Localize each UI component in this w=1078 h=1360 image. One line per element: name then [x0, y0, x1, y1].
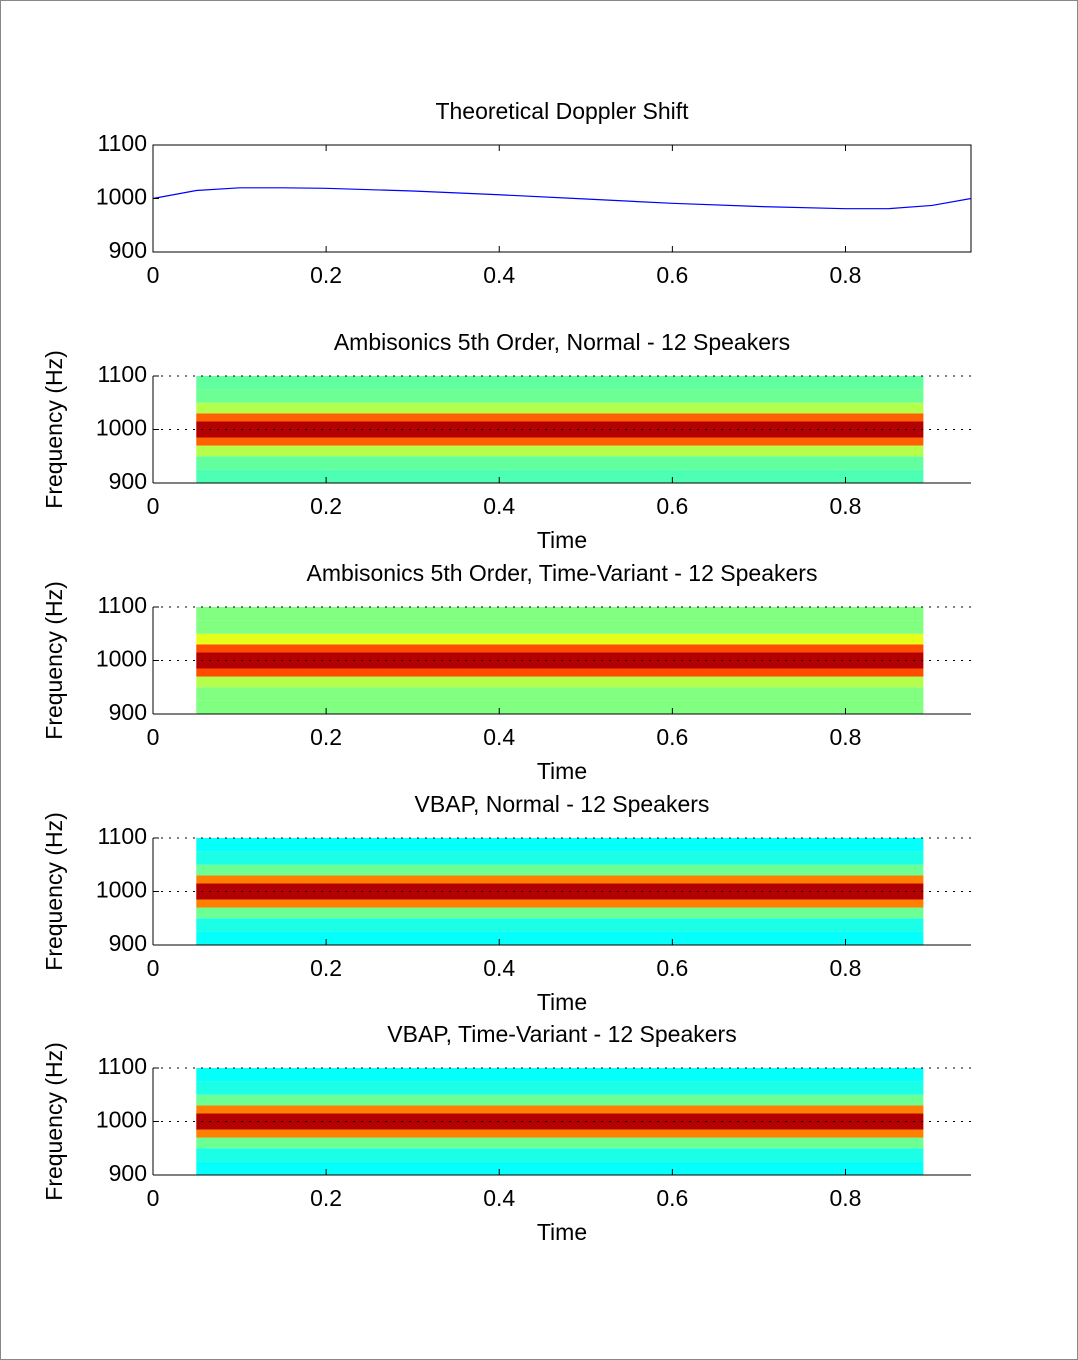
x-tick-label: 0.6: [656, 262, 688, 288]
x-tick-label: 0.2: [310, 724, 342, 750]
spectrogram-cell: [196, 1068, 924, 1082]
spectrogram-cell: [196, 838, 924, 852]
y-tick-label: 1100: [98, 823, 147, 849]
x-tick-label: 0: [147, 493, 160, 519]
chart-title: VBAP, Normal - 12 Speakers: [415, 791, 710, 817]
spectrogram-cell: [196, 469, 924, 483]
y-tick-label: 1100: [98, 1053, 147, 1079]
line-series: [152, 187, 972, 210]
spectrogram-cell: [196, 413, 924, 422]
x-tick-label: 0.2: [310, 1185, 342, 1211]
spectrogram-cell: [196, 1129, 924, 1138]
y-tick-label: 900: [109, 930, 147, 956]
x-tick-label: 0.6: [656, 493, 688, 519]
spectrogram-cell: [196, 652, 924, 669]
spectrogram-cell: [196, 437, 924, 446]
spectrogram-cell: [196, 1081, 924, 1095]
x-tick-label: 0.2: [310, 262, 342, 288]
spectrogram-cell: [196, 899, 924, 908]
x-tick-label: 0.4: [483, 1185, 515, 1211]
spectrogram-cell: [196, 607, 924, 621]
y-tick-label: 1000: [96, 877, 147, 903]
spectrogram-cell: [196, 907, 924, 919]
y-tick-label: 1000: [96, 184, 147, 210]
y-axis-label: Frequency (Hz): [41, 350, 67, 508]
spectrogram-cell: [196, 851, 924, 865]
x-tick-label: 0.2: [310, 955, 342, 981]
spectrogram-cell: [196, 931, 924, 945]
spectrogram-cell: [196, 389, 924, 403]
spectrogram-cell: [196, 918, 924, 932]
spectrogram-cell: [196, 456, 924, 470]
y-tick-label: 1000: [96, 646, 147, 672]
x-tick-label: 0.4: [483, 262, 515, 288]
spectrogram-cell: [196, 687, 924, 701]
x-tick-label: 0.8: [829, 493, 861, 519]
spectrogram-cell: [196, 402, 924, 414]
spectrogram-cell: [196, 1161, 924, 1175]
y-tick-label: 1000: [96, 1107, 147, 1133]
spectrogram-cell: [196, 421, 924, 438]
spectrogram-cell: [196, 376, 924, 390]
x-tick-label: 0.6: [656, 955, 688, 981]
x-tick-label: 0.6: [656, 1185, 688, 1211]
x-tick-label: 0.8: [829, 724, 861, 750]
spectrogram-cell: [196, 875, 924, 884]
x-tick-label: 0.4: [483, 955, 515, 981]
y-tick-label: 900: [109, 1160, 147, 1186]
spectrogram-cell: [196, 676, 924, 688]
y-axis-label: Frequency (Hz): [41, 812, 67, 970]
x-tick-label: 0: [147, 1185, 160, 1211]
x-tick-label: 0.8: [829, 262, 861, 288]
x-tick-label: 0.8: [829, 955, 861, 981]
spectrogram-cell: [196, 864, 924, 876]
spectrogram-cell: [196, 700, 924, 714]
x-tick-label: 0.6: [656, 724, 688, 750]
x-tick-label: 0: [147, 955, 160, 981]
spectrogram-cell: [196, 1148, 924, 1162]
spectrogram-cell: [196, 633, 924, 645]
x-axis-label: Time: [537, 1219, 587, 1245]
x-axis-label: Time: [537, 758, 587, 784]
spectrogram-cell: [196, 668, 924, 677]
x-axis-label: Time: [537, 527, 587, 553]
x-tick-label: 0: [147, 724, 160, 750]
spectrogram-cell: [196, 1137, 924, 1149]
y-tick-label: 1000: [96, 415, 147, 441]
spectrogram-cell: [196, 1113, 924, 1130]
x-axis-label: Time: [537, 989, 587, 1015]
y-tick-label: 900: [109, 468, 147, 494]
y-tick-label: 1100: [98, 130, 147, 156]
y-axis-label: Frequency (Hz): [41, 1042, 67, 1200]
x-tick-label: 0.4: [483, 493, 515, 519]
spectrogram-cell: [196, 644, 924, 653]
y-axis-label: Frequency (Hz): [41, 581, 67, 739]
spectrogram-cell: [196, 445, 924, 457]
spectrogram-cell: [196, 1094, 924, 1106]
chart-title: VBAP, Time-Variant - 12 Speakers: [387, 1021, 736, 1047]
y-tick-label: 900: [109, 237, 147, 263]
x-tick-label: 0.4: [483, 724, 515, 750]
spectrogram-cell: [196, 1105, 924, 1114]
chart-title: Ambisonics 5th Order, Time-Variant - 12 …: [307, 560, 818, 586]
chart-title: Theoretical Doppler Shift: [435, 98, 689, 124]
spectrogram-cell: [196, 883, 924, 900]
x-tick-label: 0: [147, 262, 160, 288]
x-tick-label: 0.2: [310, 493, 342, 519]
y-tick-label: 1100: [98, 361, 147, 387]
spectrogram-cell: [196, 620, 924, 634]
y-tick-label: 1100: [98, 592, 147, 618]
y-tick-label: 900: [109, 699, 147, 725]
chart-title: Ambisonics 5th Order, Normal - 12 Speake…: [334, 329, 790, 355]
x-tick-label: 0.8: [829, 1185, 861, 1211]
